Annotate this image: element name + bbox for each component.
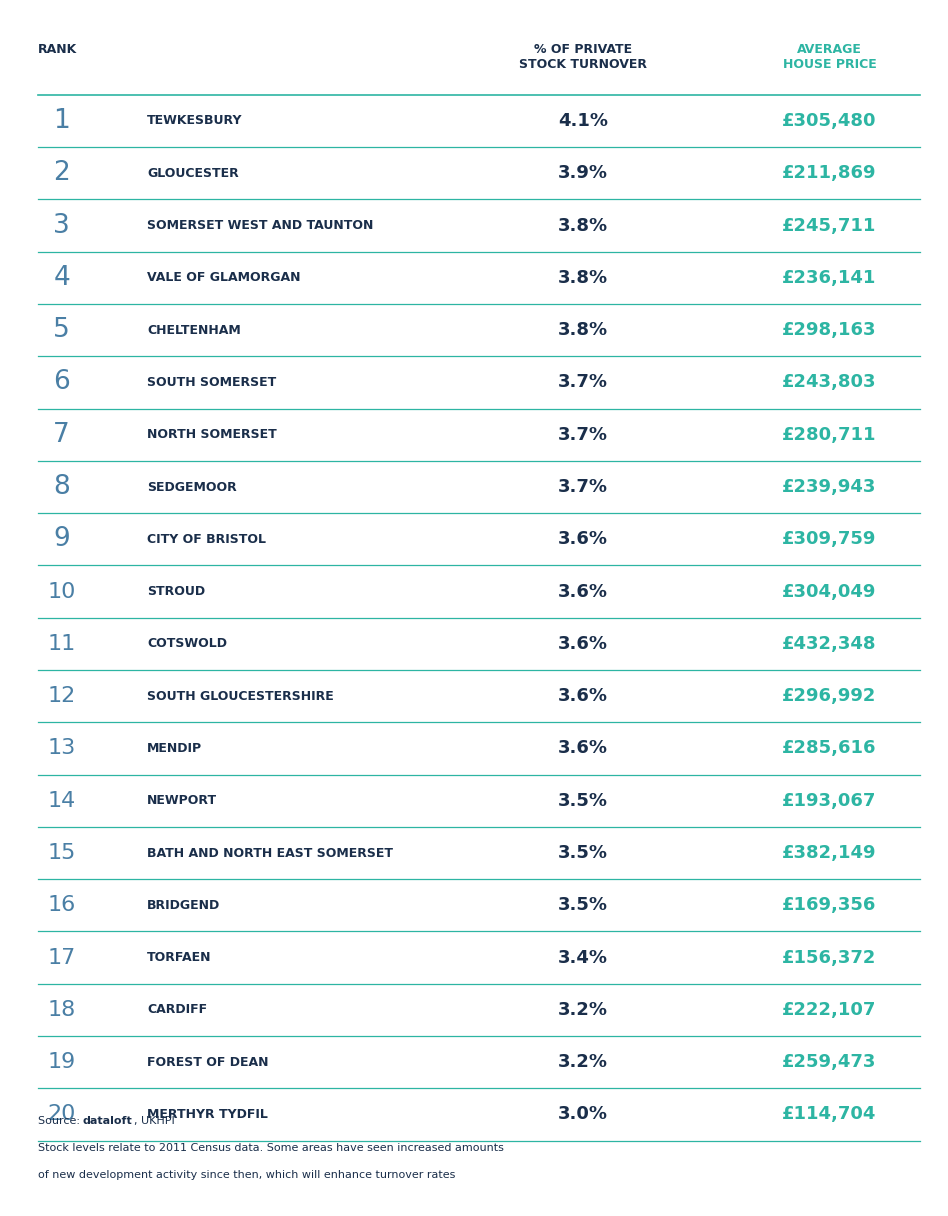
- Text: 3.2%: 3.2%: [558, 1001, 608, 1019]
- Text: RANK: RANK: [38, 43, 77, 56]
- Text: 3.8%: 3.8%: [558, 216, 608, 235]
- Text: 9: 9: [53, 527, 70, 552]
- Text: 8: 8: [53, 474, 70, 500]
- Text: of new development activity since then, which will enhance turnover rates: of new development activity since then, …: [38, 1170, 455, 1180]
- Text: 3.6%: 3.6%: [558, 530, 608, 548]
- Text: 6: 6: [53, 370, 70, 395]
- Text: £239,943: £239,943: [782, 478, 877, 496]
- Text: 14: 14: [47, 790, 76, 811]
- Text: 5: 5: [53, 317, 70, 343]
- Text: CITY OF BRISTOL: CITY OF BRISTOL: [147, 533, 266, 546]
- Text: MENDIP: MENDIP: [147, 742, 202, 755]
- Text: 3.7%: 3.7%: [558, 373, 608, 392]
- Text: £296,992: £296,992: [782, 687, 877, 705]
- Text: BRIDGEND: BRIDGEND: [147, 899, 220, 912]
- Text: 3.0%: 3.0%: [558, 1105, 608, 1124]
- Text: SOUTH GLOUCESTERSHIRE: SOUTH GLOUCESTERSHIRE: [147, 689, 334, 703]
- Text: SEDGEMOOR: SEDGEMOOR: [147, 480, 237, 494]
- Text: £245,711: £245,711: [782, 216, 877, 235]
- Text: 11: 11: [47, 634, 76, 654]
- Text: 3.9%: 3.9%: [558, 164, 608, 182]
- Text: 2: 2: [53, 161, 70, 186]
- Text: £298,163: £298,163: [782, 321, 877, 339]
- Text: dataloft: dataloft: [82, 1116, 132, 1126]
- Text: 3.5%: 3.5%: [558, 896, 608, 914]
- Text: £193,067: £193,067: [782, 792, 877, 810]
- Text: 3.8%: 3.8%: [558, 269, 608, 287]
- Text: £309,759: £309,759: [782, 530, 877, 548]
- Text: 12: 12: [47, 686, 76, 706]
- Text: £236,141: £236,141: [782, 269, 877, 287]
- Text: Source:: Source:: [38, 1116, 83, 1126]
- Text: CARDIFF: CARDIFF: [147, 1003, 207, 1017]
- Text: £114,704: £114,704: [782, 1105, 877, 1124]
- Text: 20: 20: [47, 1104, 76, 1125]
- Text: 3: 3: [53, 213, 70, 238]
- Text: 10: 10: [47, 581, 76, 602]
- Text: £169,356: £169,356: [782, 896, 877, 914]
- Text: 13: 13: [47, 738, 76, 759]
- Text: 3.2%: 3.2%: [558, 1053, 608, 1071]
- Text: 3.6%: 3.6%: [558, 687, 608, 705]
- Text: GLOUCESTER: GLOUCESTER: [147, 167, 239, 180]
- Text: % OF PRIVATE
STOCK TURNOVER: % OF PRIVATE STOCK TURNOVER: [519, 43, 647, 71]
- Text: STROUD: STROUD: [147, 585, 205, 598]
- Text: £259,473: £259,473: [782, 1053, 877, 1071]
- Text: 15: 15: [47, 843, 76, 863]
- Text: 3.7%: 3.7%: [558, 426, 608, 444]
- Text: TEWKESBURY: TEWKESBURY: [147, 114, 243, 128]
- Text: £304,049: £304,049: [782, 582, 877, 601]
- Text: £222,107: £222,107: [782, 1001, 877, 1019]
- Text: £305,480: £305,480: [782, 112, 877, 130]
- Text: FOREST OF DEAN: FOREST OF DEAN: [147, 1055, 268, 1069]
- Text: COTSWOLD: COTSWOLD: [147, 637, 227, 651]
- Text: CHELTENHAM: CHELTENHAM: [147, 323, 241, 337]
- Text: £382,149: £382,149: [782, 844, 877, 862]
- Text: 16: 16: [47, 895, 76, 916]
- Text: SOMERSET WEST AND TAUNTON: SOMERSET WEST AND TAUNTON: [147, 219, 374, 232]
- Text: VALE OF GLAMORGAN: VALE OF GLAMORGAN: [147, 271, 301, 285]
- Text: 3.8%: 3.8%: [558, 321, 608, 339]
- Text: SOUTH SOMERSET: SOUTH SOMERSET: [147, 376, 276, 389]
- Text: 17: 17: [47, 947, 76, 968]
- Text: £280,711: £280,711: [782, 426, 877, 444]
- Text: AVERAGE
HOUSE PRICE: AVERAGE HOUSE PRICE: [783, 43, 876, 71]
- Text: £285,616: £285,616: [782, 739, 877, 758]
- Text: £243,803: £243,803: [782, 373, 877, 392]
- Text: MERTHYR TYDFIL: MERTHYR TYDFIL: [147, 1108, 268, 1121]
- Text: 4.1%: 4.1%: [558, 112, 608, 130]
- Text: 3.5%: 3.5%: [558, 792, 608, 810]
- Text: 19: 19: [47, 1052, 76, 1073]
- Text: 1: 1: [53, 108, 70, 134]
- Text: 3.7%: 3.7%: [558, 478, 608, 496]
- Text: 3.6%: 3.6%: [558, 739, 608, 758]
- Text: NEWPORT: NEWPORT: [147, 794, 217, 807]
- Text: 7: 7: [53, 422, 70, 447]
- Text: Stock levels relate to 2011 Census data. Some areas have seen increased amounts: Stock levels relate to 2011 Census data.…: [38, 1143, 503, 1153]
- Text: £432,348: £432,348: [782, 635, 877, 653]
- Text: 3.5%: 3.5%: [558, 844, 608, 862]
- Text: NORTH SOMERSET: NORTH SOMERSET: [147, 428, 277, 441]
- Text: £211,869: £211,869: [782, 164, 877, 182]
- Text: 4: 4: [53, 265, 70, 291]
- Text: 3.6%: 3.6%: [558, 582, 608, 601]
- Text: £156,372: £156,372: [782, 948, 877, 967]
- Text: , UKHPI: , UKHPI: [134, 1116, 174, 1126]
- Text: 3.4%: 3.4%: [558, 948, 608, 967]
- Text: BATH AND NORTH EAST SOMERSET: BATH AND NORTH EAST SOMERSET: [147, 846, 392, 860]
- Text: 3.6%: 3.6%: [558, 635, 608, 653]
- Text: TORFAEN: TORFAEN: [147, 951, 211, 964]
- Text: 18: 18: [47, 1000, 76, 1020]
